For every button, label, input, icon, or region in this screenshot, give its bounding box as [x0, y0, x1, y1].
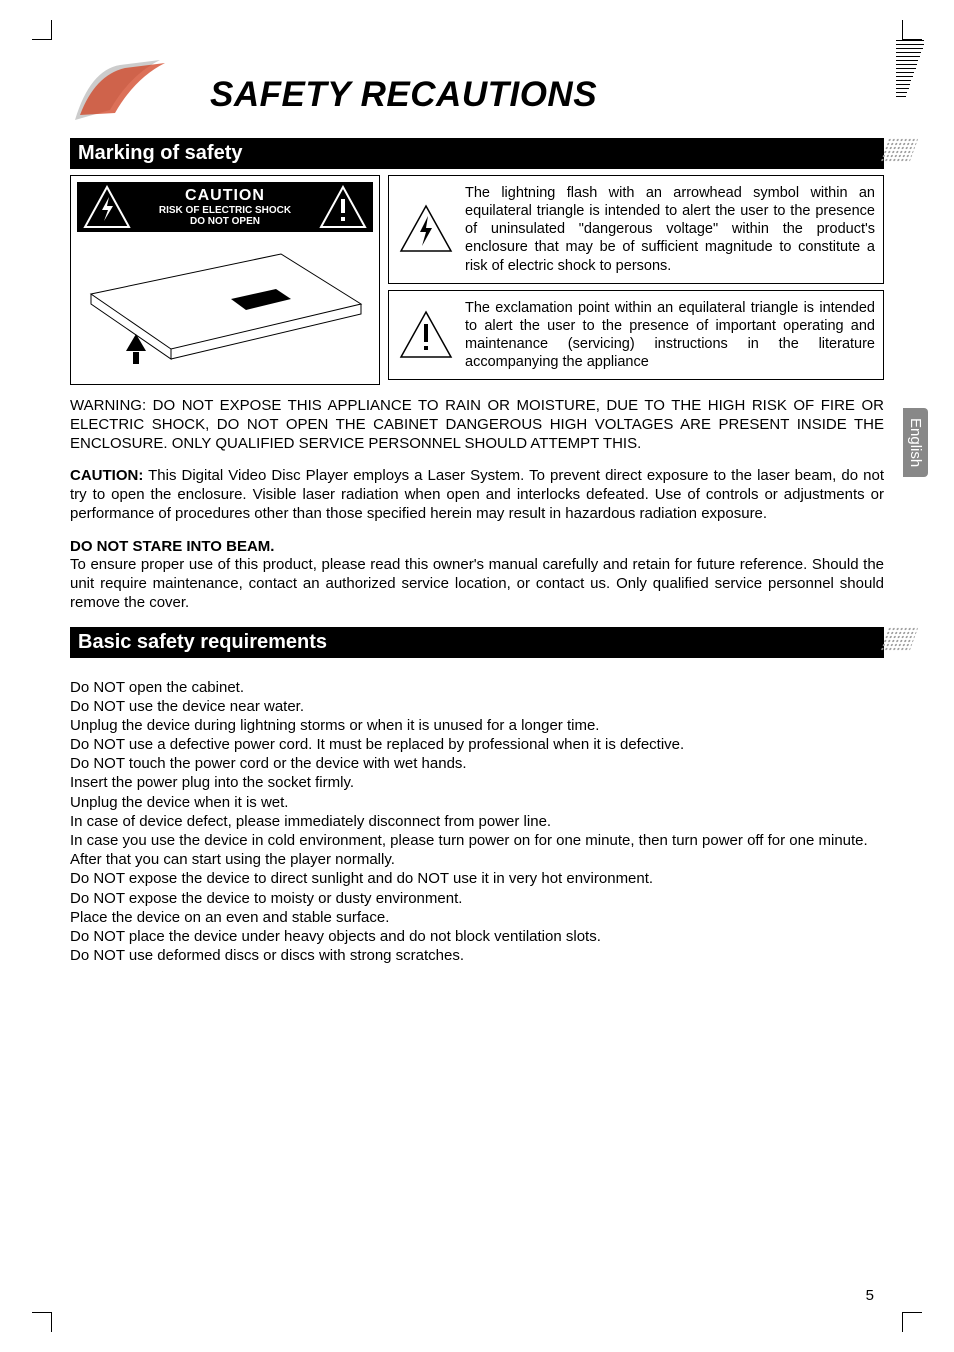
page-header: SAFETY RECAUTIONS: [70, 60, 884, 130]
lightning-triangle-icon: [77, 182, 137, 232]
warning-paragraph: WARNING: DO NOT EXPOSE THIS APPLIANCE TO…: [70, 397, 884, 453]
info-text-lightning: The lightning flash with an arrowhead sy…: [465, 184, 875, 275]
section-header-marking: Marking of safety: [70, 138, 884, 169]
caution-inline-text: This Digital Video Disc Player employs a…: [70, 467, 884, 522]
device-perspective-diagram: [81, 244, 371, 374]
caution-sub1: RISK OF ELECTRIC SHOCK: [159, 205, 291, 216]
decoration-lines: [896, 40, 924, 105]
decoration-dots: [880, 138, 919, 162]
list-item: Do NOT use the device near water.: [70, 697, 884, 716]
list-item: Do NOT expose the device to direct sunli…: [70, 869, 884, 888]
list-item: Do NOT expose the device to moisty or du…: [70, 889, 884, 908]
lightning-icon: [397, 200, 455, 258]
exclaim-icon: [397, 306, 455, 364]
list-item: Unplug the device during lightning storm…: [70, 716, 884, 735]
section-header-basic: Basic safety requirements: [70, 627, 884, 658]
info-boxes-column: The lightning flash with an arrowhead sy…: [388, 175, 884, 385]
language-tab: English: [903, 408, 928, 477]
list-item: Do NOT use a defective power cord. It mu…: [70, 735, 884, 754]
list-item: Place the device on an even and stable s…: [70, 908, 884, 927]
decoration-dots: [880, 627, 919, 651]
basic-requirements-list: Do NOT open the cabinet. Do NOT use the …: [70, 678, 884, 966]
list-item: Insert the power plug into the socket fi…: [70, 773, 884, 792]
caution-header-bar: CAUTION RISK OF ELECTRIC SHOCK DO NOT OP…: [77, 182, 373, 232]
crop-mark: [902, 1312, 922, 1332]
list-item: Do NOT open the cabinet.: [70, 678, 884, 697]
info-box-exclaim: The exclamation point within an equilate…: [388, 290, 884, 381]
list-item: Do NOT use deformed discs or discs with …: [70, 946, 884, 965]
caution-label-text: CAUTION RISK OF ELECTRIC SHOCK DO NOT OP…: [137, 182, 313, 232]
beam-paragraph: DO NOT STARE INTO BEAM. To ensure proper…: [70, 538, 884, 613]
caution-sub2: DO NOT OPEN: [190, 216, 260, 227]
info-text-exclaim: The exclamation point within an equilate…: [465, 299, 875, 372]
page-number: 5: [866, 1287, 874, 1304]
caution-paragraph: CAUTION: This Digital Video Disc Player …: [70, 467, 884, 523]
marking-section: CAUTION RISK OF ELECTRIC SHOCK DO NOT OP…: [70, 175, 884, 385]
crop-mark: [32, 1312, 52, 1332]
info-box-lightning: The lightning flash with an arrowhead sy…: [388, 175, 884, 284]
caution-device-diagram: CAUTION RISK OF ELECTRIC SHOCK DO NOT OP…: [70, 175, 380, 385]
list-item: Do NOT place the device under heavy obje…: [70, 927, 884, 946]
list-item: Do NOT touch the power cord or the devic…: [70, 754, 884, 773]
caution-inline-label: CAUTION:: [70, 467, 143, 484]
brand-logo: [70, 60, 170, 130]
beam-text: To ensure proper use of this product, pl…: [70, 556, 884, 611]
list-item: In case you use the device in cold envir…: [70, 831, 884, 869]
exclaim-triangle-icon: [313, 182, 373, 232]
section-header-label: Basic safety requirements: [78, 631, 327, 653]
list-item: Unplug the device when it is wet.: [70, 793, 884, 812]
page-title: SAFETY RECAUTIONS: [210, 75, 597, 115]
section-header-label: Marking of safety: [78, 142, 242, 164]
crop-mark: [902, 20, 922, 40]
beam-heading: DO NOT STARE INTO BEAM.: [70, 538, 274, 555]
crop-mark: [32, 20, 52, 40]
list-item: In case of device defect, please immedia…: [70, 812, 884, 831]
caution-title: CAUTION: [185, 187, 265, 205]
